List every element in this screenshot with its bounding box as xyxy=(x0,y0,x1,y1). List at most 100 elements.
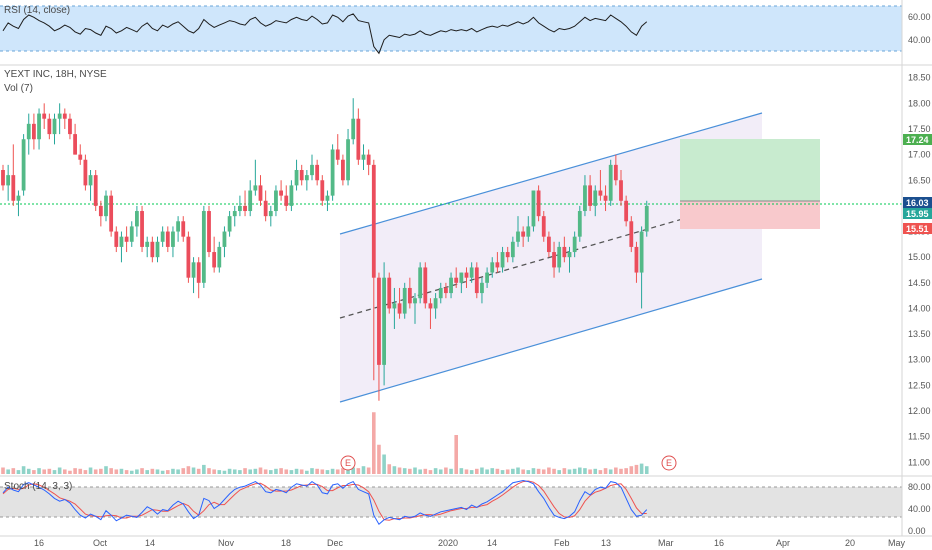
candle xyxy=(464,267,469,288)
volume-bar xyxy=(428,470,433,474)
volume-bar xyxy=(361,466,366,474)
time-axis[interactable]: 16 Oct 14 Nov 18 Dec 2020 14 Feb 13 Mar … xyxy=(34,538,906,548)
volume-bar xyxy=(63,469,67,474)
candle xyxy=(83,154,88,191)
price-tick: 13.50 xyxy=(908,329,931,339)
stoch-pane[interactable]: Stoch (14, 3, 3) 80.00 40.00 0.00 xyxy=(0,479,931,537)
rsi-pane[interactable]: RSI (14, close) 60.00 40.00 xyxy=(0,5,931,55)
volume-bar xyxy=(644,466,649,474)
volume-bar xyxy=(217,470,222,474)
candle xyxy=(268,205,273,227)
volume-bar xyxy=(341,468,345,474)
candle xyxy=(232,205,237,227)
candle xyxy=(279,180,283,201)
volume-bar xyxy=(279,468,283,474)
candle xyxy=(310,154,314,181)
volume-bar xyxy=(299,469,304,474)
volume-bar xyxy=(284,469,289,474)
candlesticks xyxy=(1,98,649,401)
volume-bar xyxy=(351,467,355,474)
candle xyxy=(577,205,582,242)
candle xyxy=(196,257,201,299)
price-tick: 13.00 xyxy=(908,355,931,365)
candle xyxy=(361,144,366,170)
volume-bar xyxy=(583,468,587,474)
volume-bar xyxy=(160,470,165,474)
volume-bar xyxy=(418,469,422,474)
volume-bar xyxy=(196,468,201,474)
earnings-marker-1[interactable]: E xyxy=(340,455,356,471)
candle xyxy=(1,164,5,191)
volume-bar xyxy=(526,470,531,474)
volume-bar xyxy=(248,469,252,474)
candle xyxy=(454,267,459,288)
volume-bar xyxy=(166,470,170,474)
candle xyxy=(325,190,330,212)
volume-bar xyxy=(567,469,572,474)
candle xyxy=(32,113,36,150)
candle xyxy=(634,241,639,283)
candle xyxy=(6,164,11,201)
price-tick: 17.00 xyxy=(908,150,931,160)
price-axis[interactable]: 18.5018.0017.5017.0016.5016.0015.5015.00… xyxy=(908,73,931,468)
volume-bar xyxy=(639,463,644,474)
candle xyxy=(171,226,175,258)
volume-bar xyxy=(269,470,273,474)
volume-bar xyxy=(1,467,5,474)
candle xyxy=(119,231,124,263)
candle xyxy=(588,175,592,212)
candle xyxy=(284,185,289,212)
candle xyxy=(629,216,634,253)
volume-bar xyxy=(444,467,448,474)
candle xyxy=(16,190,21,217)
time-tick: 16 xyxy=(714,538,724,548)
volume-bar xyxy=(238,470,242,474)
candle xyxy=(315,159,320,186)
target-price-text: 17.24 xyxy=(906,135,929,145)
volume-bar xyxy=(608,469,613,474)
candle xyxy=(299,164,304,186)
volume-bar xyxy=(588,469,592,474)
channel-upper-line xyxy=(339,112,763,235)
earnings-marker-2[interactable]: E xyxy=(661,455,677,471)
volume-bar xyxy=(212,469,216,474)
candle xyxy=(274,185,278,217)
symbol-label: YEXT INC, 18H, NYSE xyxy=(4,69,107,80)
channel-lower-line xyxy=(339,278,763,403)
stoch-tick-80: 80.00 xyxy=(908,482,931,492)
candle xyxy=(78,144,83,165)
profit-zone[interactable] xyxy=(680,139,820,201)
volume-bar xyxy=(485,469,489,474)
volume-bar xyxy=(469,470,474,474)
candle xyxy=(536,185,541,222)
price-tick: 12.00 xyxy=(908,406,931,416)
volume-bar xyxy=(397,467,402,474)
candle xyxy=(26,113,31,155)
candle xyxy=(371,159,376,381)
volume-bar xyxy=(603,468,608,474)
volume-bar xyxy=(21,466,26,474)
candle xyxy=(423,262,428,309)
candle xyxy=(346,128,350,186)
volume-bar xyxy=(186,466,191,474)
candle xyxy=(335,134,340,165)
candle xyxy=(160,226,165,247)
stoch-tick-0: 0.00 xyxy=(908,526,926,536)
volume-bar xyxy=(423,468,428,474)
candle xyxy=(330,144,335,201)
price-tick: 12.50 xyxy=(908,380,931,390)
volume-bar xyxy=(392,466,397,474)
loss-zone[interactable] xyxy=(680,201,820,229)
volume-bar xyxy=(516,467,520,474)
candle xyxy=(212,236,217,273)
price-pane[interactable]: E E YEXT INC, 18H, NYSE Vol (7) 18.50 18.… xyxy=(0,69,932,474)
candle xyxy=(485,267,489,288)
candle xyxy=(62,108,67,129)
candle xyxy=(222,226,227,258)
candle xyxy=(227,211,232,237)
volume-bar xyxy=(68,470,72,474)
time-tick: May xyxy=(888,538,906,548)
close-price-tag xyxy=(903,208,932,219)
candle xyxy=(238,195,242,217)
